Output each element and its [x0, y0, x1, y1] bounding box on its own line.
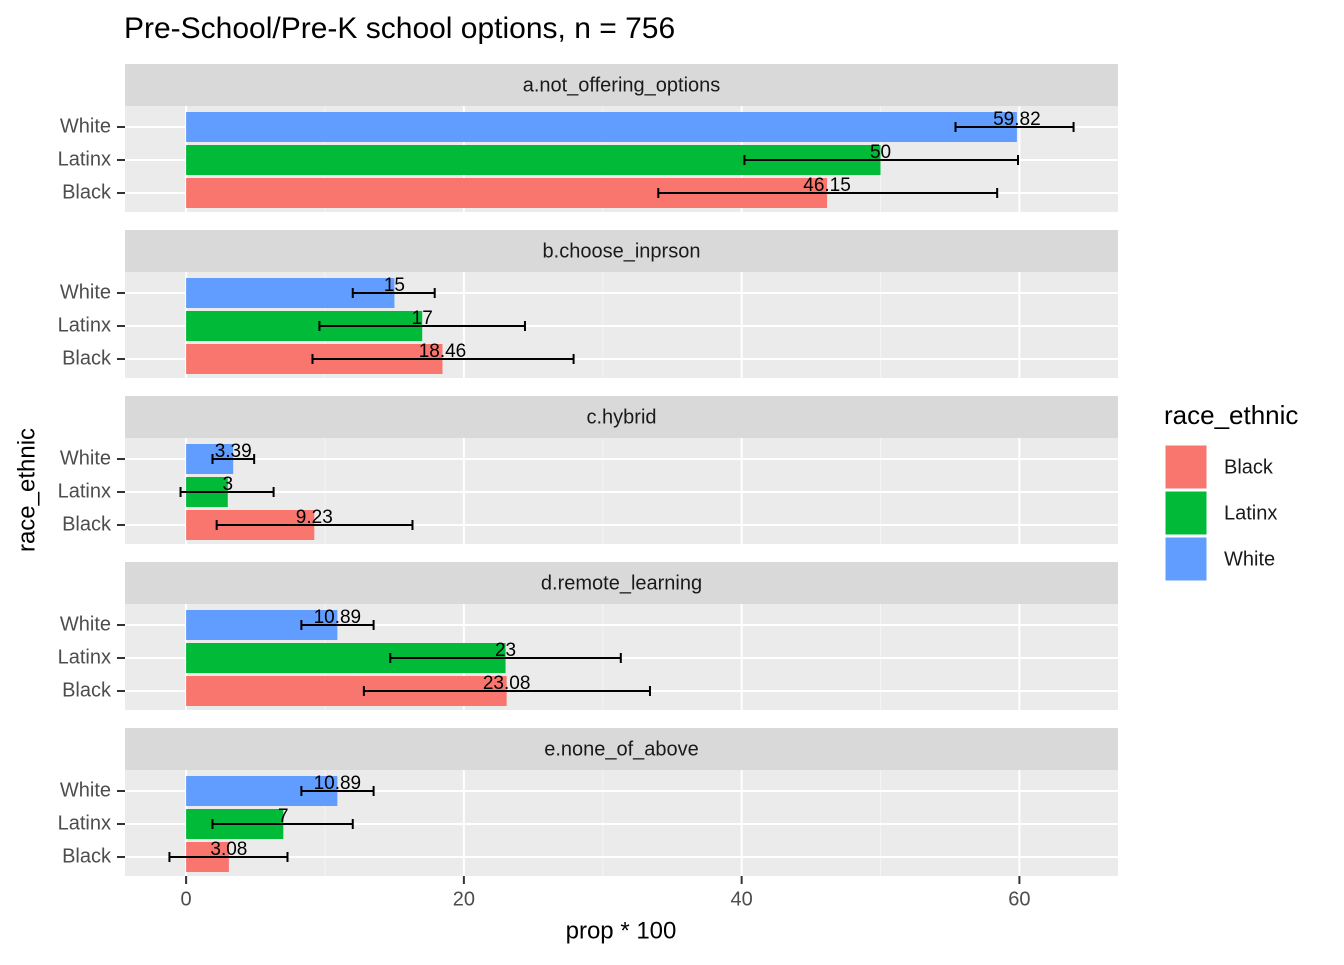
- error-bar: [351, 288, 436, 298]
- data-label: 23: [495, 640, 516, 661]
- legend-key: [1164, 444, 1208, 490]
- x-tick-label: 0: [181, 888, 192, 910]
- y-tick-label: Latinx: [58, 314, 111, 336]
- data-label: 9.23: [296, 507, 333, 528]
- facet-label: c.hybrid: [586, 406, 656, 428]
- y-tick-label: Latinx: [58, 480, 111, 502]
- data-label: 3: [222, 474, 233, 495]
- error-bar: [300, 786, 375, 796]
- facet-label: d.remote_learning: [541, 572, 702, 594]
- facet-strip: [125, 728, 1118, 770]
- legend-label: Black: [1224, 456, 1274, 478]
- x-axis-label: prop * 100: [566, 917, 677, 944]
- y-tick-label: White: [60, 613, 111, 635]
- y-tick-label: Black: [62, 181, 112, 203]
- data-label: 3.08: [210, 839, 247, 860]
- legend-label: White: [1224, 548, 1275, 570]
- error-bar: [300, 620, 375, 630]
- legend-title: race_ethnic: [1164, 400, 1298, 430]
- y-tick-label: Black: [62, 845, 112, 867]
- data-label: 17: [412, 308, 433, 329]
- x-tick-label: 60: [1008, 888, 1030, 910]
- data-label: 15: [384, 275, 405, 296]
- error-bar: [211, 819, 354, 829]
- data-label: 3.39: [215, 441, 252, 462]
- y-tick-label: Latinx: [58, 646, 111, 668]
- y-tick-label: White: [60, 447, 111, 469]
- y-tick-label: Latinx: [58, 148, 111, 170]
- y-tick-label: Latinx: [58, 812, 111, 834]
- data-label: 50: [870, 142, 891, 163]
- error-bar: [657, 188, 999, 198]
- facet-strip: [125, 562, 1118, 604]
- y-tick-label: White: [60, 281, 111, 303]
- facet-strip: [125, 64, 1118, 106]
- data-label: 18.46: [419, 341, 467, 362]
- x-tick-label: 40: [731, 888, 753, 910]
- legend-key: [1164, 490, 1208, 536]
- error-bar: [954, 122, 1075, 132]
- chart-title: Pre-School/Pre-K school options, n = 756: [124, 12, 675, 45]
- bar: [186, 112, 1017, 142]
- y-axis-label: race_ethnic: [13, 428, 40, 552]
- x-tick-label: 20: [453, 888, 475, 910]
- y-tick-label: White: [60, 115, 111, 137]
- facet-strip: [125, 230, 1118, 272]
- data-label: 59.82: [993, 109, 1041, 130]
- legend-label: Latinx: [1224, 502, 1277, 524]
- y-tick-label: Black: [62, 513, 112, 535]
- error-bar: [211, 454, 256, 464]
- error-bar: [318, 321, 526, 331]
- error-bar: [311, 354, 575, 364]
- data-label: 23.08: [483, 673, 531, 694]
- data-label: 10.89: [314, 773, 362, 794]
- legend-key: [1164, 536, 1208, 582]
- error-bar: [743, 155, 1020, 165]
- facet-strip: [125, 396, 1118, 438]
- facet-label: a.not_offering_options: [523, 74, 721, 96]
- error-bar: [215, 520, 414, 530]
- y-tick-label: White: [60, 779, 111, 801]
- error-bar: [389, 653, 622, 663]
- y-tick-label: Black: [62, 679, 112, 701]
- error-bar: [179, 487, 275, 497]
- error-bar: [362, 686, 651, 696]
- data-label: 46.15: [803, 175, 851, 196]
- error-bar: [168, 852, 289, 862]
- y-tick-label: Black: [62, 347, 112, 369]
- data-label: 10.89: [314, 607, 362, 628]
- facet-label: b.choose_inprson: [543, 240, 701, 262]
- data-label: 7: [278, 806, 289, 827]
- facet-label: e.none_of_above: [544, 738, 699, 760]
